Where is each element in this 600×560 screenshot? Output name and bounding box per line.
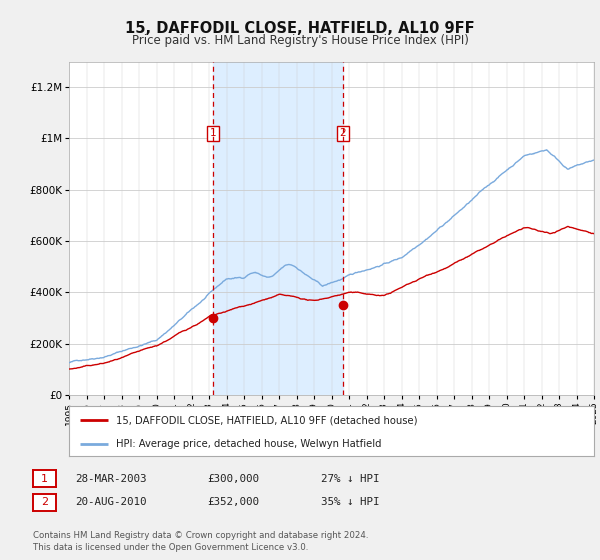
Text: Price paid vs. HM Land Registry's House Price Index (HPI): Price paid vs. HM Land Registry's House …: [131, 34, 469, 46]
Text: 15, DAFFODIL CLOSE, HATFIELD, AL10 9FF (detached house): 15, DAFFODIL CLOSE, HATFIELD, AL10 9FF (…: [116, 415, 418, 425]
Text: 2: 2: [41, 497, 48, 507]
Text: 15, DAFFODIL CLOSE, HATFIELD, AL10 9FF: 15, DAFFODIL CLOSE, HATFIELD, AL10 9FF: [125, 21, 475, 36]
Text: HPI: Average price, detached house, Welwyn Hatfield: HPI: Average price, detached house, Welw…: [116, 439, 382, 449]
Text: 20-AUG-2010: 20-AUG-2010: [75, 497, 146, 507]
Text: 1: 1: [210, 128, 217, 138]
Text: 1: 1: [41, 474, 48, 484]
Bar: [213, 62, 343, 395]
Text: 2: 2: [340, 128, 346, 138]
Text: £300,000: £300,000: [207, 474, 259, 484]
Text: Contains HM Land Registry data © Crown copyright and database right 2024.: Contains HM Land Registry data © Crown c…: [33, 531, 368, 540]
Text: £352,000: £352,000: [207, 497, 259, 507]
Text: 35% ↓ HPI: 35% ↓ HPI: [321, 497, 380, 507]
Text: 28-MAR-2003: 28-MAR-2003: [75, 474, 146, 484]
Text: This data is licensed under the Open Government Licence v3.0.: This data is licensed under the Open Gov…: [33, 543, 308, 552]
Text: 27% ↓ HPI: 27% ↓ HPI: [321, 474, 380, 484]
